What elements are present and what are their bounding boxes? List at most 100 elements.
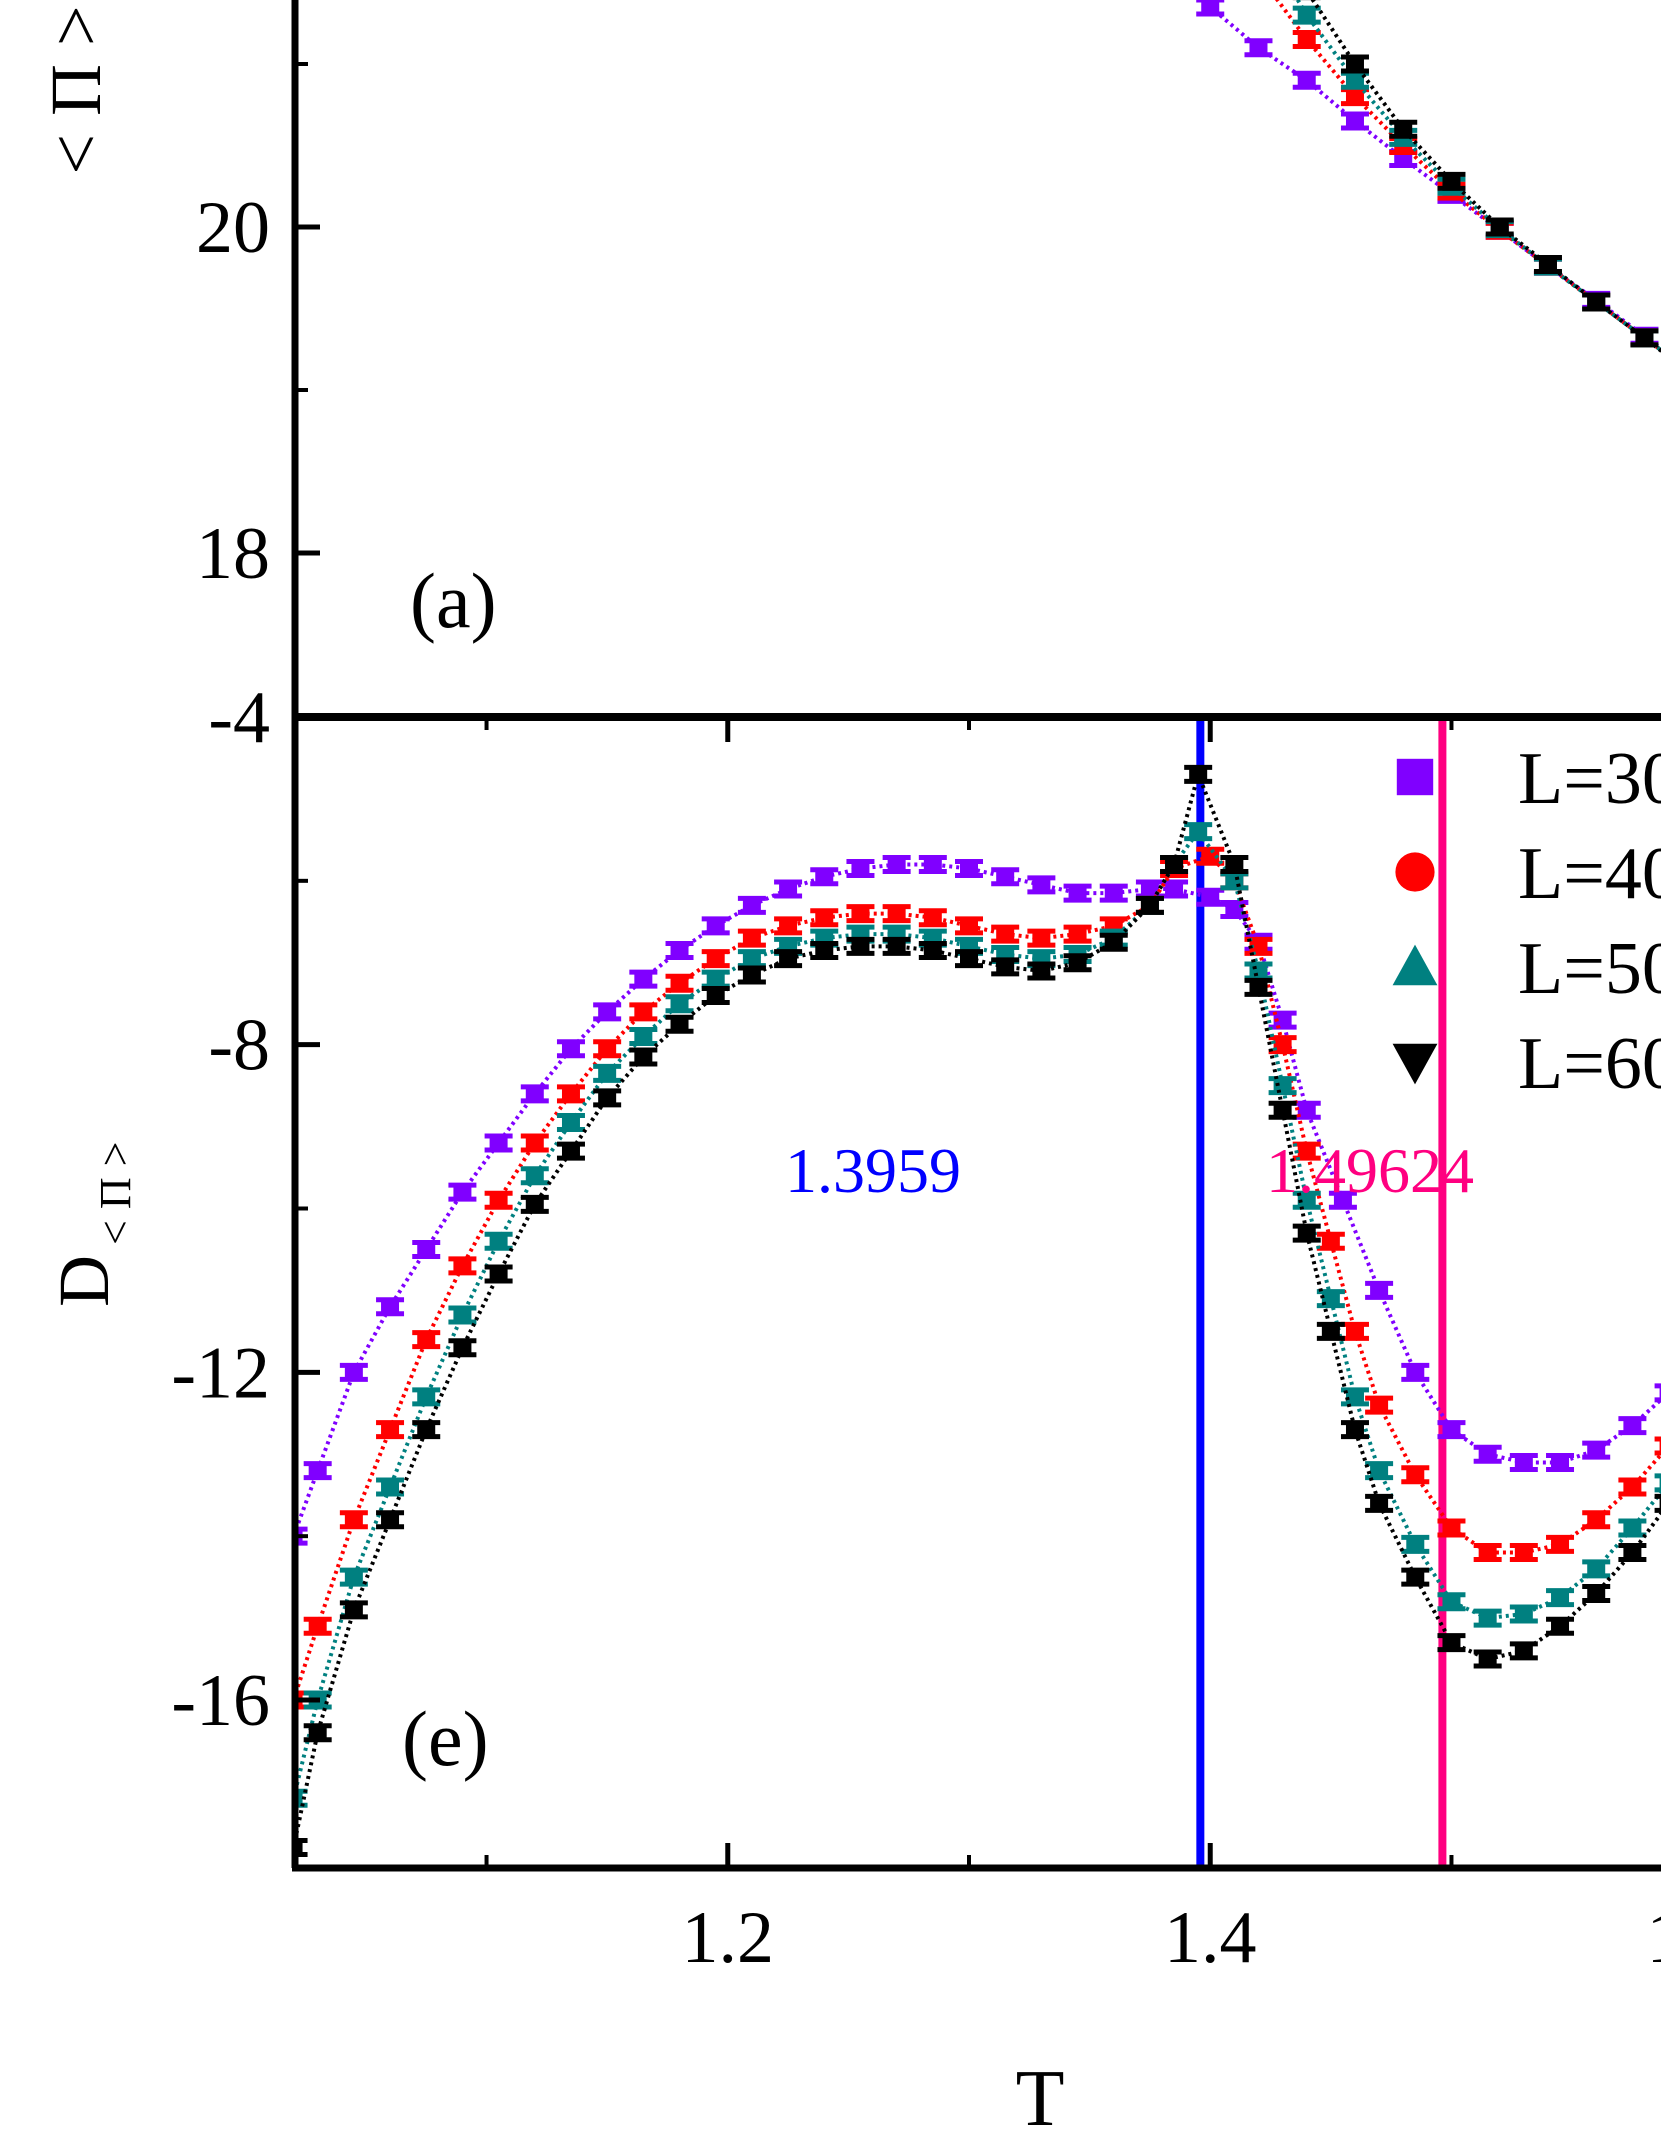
- panel-e-point: [1340, 1321, 1369, 1341]
- panel-e-point: [1099, 932, 1128, 952]
- panel-e-point: [484, 1264, 513, 1284]
- panel-e-point: [339, 1600, 368, 1620]
- panel-e-point: [810, 940, 839, 960]
- panel-e-point: [846, 859, 875, 879]
- panel-a-point: [1630, 328, 1659, 348]
- legend: L=30 L=40 L=50 L=60: [1392, 738, 1661, 1105]
- panel-e-point: [1618, 1518, 1647, 1538]
- panel-e-point: [448, 1182, 477, 1202]
- panel-e-point: [412, 1239, 441, 1259]
- panel-e-ylabel-main: D: [44, 1255, 124, 1307]
- panel-e-point: [1027, 875, 1056, 895]
- panel-e-point: [882, 854, 911, 874]
- panel-e-point: [1509, 1641, 1538, 1661]
- panel-e-point: [1546, 1534, 1575, 1554]
- panel-e-point: [1099, 883, 1128, 903]
- panel-e-point: [1365, 1280, 1394, 1300]
- panel-a-label: (a): [410, 557, 497, 644]
- panel-e-point: [1546, 1588, 1575, 1608]
- panel-a-point: [1244, 38, 1273, 58]
- panel-e-point: [295, 1837, 308, 1857]
- panel-e-point: [1654, 1473, 1661, 1493]
- panel-e-point: [339, 1567, 368, 1587]
- panel-e-point: [629, 1047, 658, 1067]
- panel-e-point: [1220, 871, 1249, 891]
- panel-e-point: [1268, 1100, 1297, 1120]
- panel-e-ytick-label: -16: [171, 1660, 270, 1742]
- panel-e-point: [1220, 854, 1249, 874]
- panel-e-point: [1473, 1649, 1502, 1669]
- panel-e-point: [882, 936, 911, 956]
- panel-a-point: [1437, 171, 1466, 191]
- panel-e-point: [448, 1256, 477, 1276]
- panel-e-point: [1184, 822, 1213, 842]
- panel-e-point: [918, 854, 947, 874]
- panel-a-ytick-label: 18: [196, 513, 270, 595]
- vline-label-1-49624: 1.49624: [1266, 1135, 1474, 1206]
- panel-e-point: [918, 940, 947, 960]
- panel-e-point: [376, 1510, 405, 1530]
- panel-e-series-l-50: [295, 822, 1661, 1808]
- legend-label: L=30: [1518, 738, 1661, 820]
- panel-e-point: [1292, 1141, 1321, 1161]
- panel-e-point: [665, 994, 694, 1014]
- panel-e-point: [1582, 1440, 1611, 1460]
- panel-e-point: [1582, 1584, 1611, 1604]
- legend-marker: [1392, 1043, 1438, 1085]
- panel-e-point: [1473, 1444, 1502, 1464]
- panel-e-point: [1473, 1608, 1502, 1628]
- panel-a-line-l-50: [1295, 0, 1661, 353]
- legend-label: L=60: [1518, 1023, 1661, 1105]
- panel-e-point: [991, 957, 1020, 977]
- panel-e-ytick-label: -12: [171, 1332, 270, 1414]
- panel-e-point: [701, 916, 730, 936]
- panel-e-point: [1316, 1231, 1345, 1251]
- panel-e-point: [484, 1190, 513, 1210]
- panel-e-ylabel: D < Π >: [44, 1142, 140, 1307]
- legend-marker: [1395, 852, 1435, 892]
- panel-e-axes: -4 -8 -12 -16 1.2 1.4 1.6: [171, 677, 1661, 1979]
- panel-e-point: [1437, 1592, 1466, 1612]
- panel-e-point: [1401, 1465, 1430, 1485]
- panel-e-point: [1196, 887, 1225, 907]
- panel-e-point: [1618, 1477, 1647, 1497]
- panel-e-point: [810, 908, 839, 928]
- panel-a-point: [1292, 70, 1321, 90]
- panel-e-point: [1546, 1452, 1575, 1472]
- panel-a-series-layer: [1196, 0, 1661, 354]
- panel-e-point: [1063, 953, 1092, 973]
- panel-e-point: [1160, 854, 1189, 874]
- legend-label: L=40: [1518, 833, 1661, 915]
- panel-e-point: [629, 1026, 658, 1046]
- panel-a-ytick-label: 20: [196, 187, 270, 269]
- panel-e-series-layer: [295, 764, 1661, 1857]
- panel-e-series-l-60: [295, 764, 1661, 1857]
- panel-e-point: [520, 1133, 549, 1153]
- panel-e-point: [955, 949, 984, 969]
- panel-e-point: [1618, 1543, 1647, 1563]
- panel-e-point: [1401, 1534, 1430, 1554]
- panel-e-point: [1135, 879, 1164, 899]
- panel-e-point: [556, 1039, 585, 1059]
- panel-e-point: [1027, 961, 1056, 981]
- panel-e-point: [339, 1362, 368, 1382]
- panel-e-line-l-50: [295, 828, 1661, 1799]
- panel-e-xtick-label: 1.2: [682, 1897, 775, 1979]
- panel-e-point: [520, 1084, 549, 1104]
- panel-e-xtick-label: 1.6: [1646, 1897, 1661, 1979]
- panel-e-point: [1582, 1510, 1611, 1530]
- panel-e-point: [918, 908, 947, 928]
- panel-e-point: [412, 1330, 441, 1350]
- panel-a-point: [1292, 5, 1321, 25]
- panel-e-point: [303, 1690, 332, 1710]
- panel-e-point: [1509, 1452, 1538, 1472]
- panel-e-point: [701, 969, 730, 989]
- panel-e-point: [846, 904, 875, 924]
- panel-a-line-l-40: [1274, 0, 1661, 353]
- vline-label-1-3959: 1.3959: [785, 1135, 961, 1206]
- panel-e-line-l-30: [295, 862, 1661, 1537]
- panel-e-point: [376, 1420, 405, 1440]
- panel-e-point: [1027, 928, 1056, 948]
